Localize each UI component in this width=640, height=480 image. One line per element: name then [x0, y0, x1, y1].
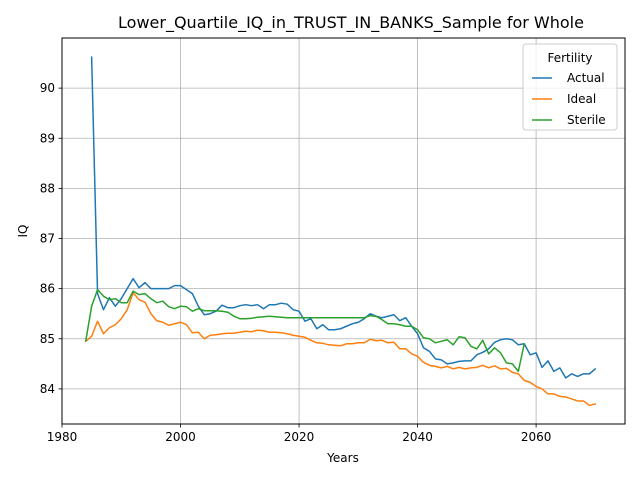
x-tick-label: 2020	[284, 430, 315, 444]
x-tick-label: 1980	[47, 430, 78, 444]
legend-items: Actual Ideal Sterile	[532, 71, 606, 127]
legend: Fertility Actual Ideal Sterile	[522, 43, 618, 131]
legend-box	[522, 43, 618, 131]
legend-title: Fertility	[547, 51, 592, 65]
x-tick-label: 2000	[165, 430, 196, 444]
y-tick-label: 84	[40, 382, 55, 396]
chart-title: Lower_Quartile_IQ_in_TRUST_IN_BANKS_Samp…	[118, 13, 584, 33]
legend-label-sterile: Sterile	[567, 113, 606, 127]
legend-label-ideal: Ideal	[567, 92, 596, 106]
y-tick-label: 85	[40, 332, 55, 346]
y-tick-label: 87	[40, 232, 55, 246]
plot-lines	[84, 56, 597, 407]
x-tick-label: 2040	[402, 430, 433, 444]
x-axis-title: Years	[326, 451, 359, 465]
x-tick-label: 2060	[521, 430, 552, 444]
series-line-actual	[90, 56, 597, 379]
y-tick-label: 86	[40, 282, 55, 296]
y-tick-label: 89	[40, 131, 55, 145]
y-tick-label: 88	[40, 181, 55, 195]
legend-label-actual: Actual	[567, 71, 605, 85]
plot-frame	[61, 37, 626, 425]
y-axis: 84 85 86 87 88 89 90	[40, 81, 62, 396]
y-axis-title: IQ	[16, 225, 30, 238]
series-line-ideal	[84, 291, 597, 407]
x-axis: 1980 2000 2020 2040 2060	[47, 424, 552, 444]
series-line-sterile	[84, 288, 525, 373]
y-tick-label: 90	[40, 81, 55, 95]
